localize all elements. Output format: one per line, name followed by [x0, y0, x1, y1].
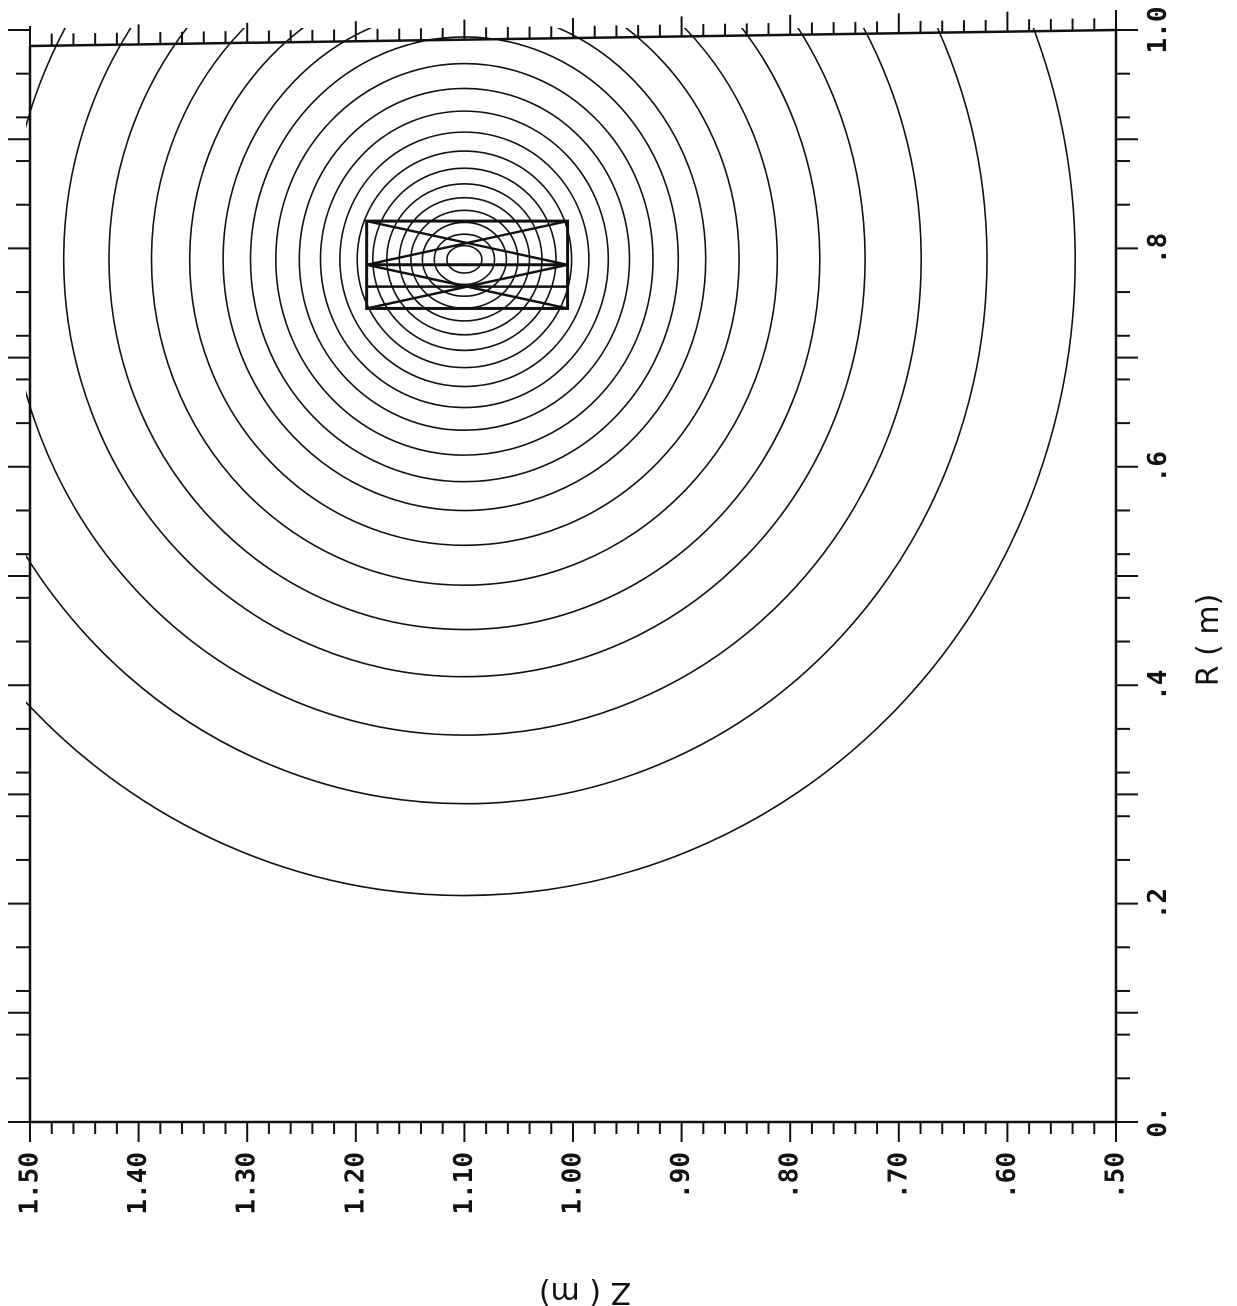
- coil-segment-2: [366, 219, 568, 266]
- z-tick-label: .60: [992, 1152, 1022, 1199]
- contour-line-14: [356, 150, 573, 369]
- contour-line-10: [274, 62, 654, 456]
- coil-cross-section: [365, 219, 570, 310]
- z-axis-label: Z ( m): [539, 1275, 631, 1306]
- r-tick-label: .6: [1143, 451, 1173, 482]
- contour-line-11: [298, 87, 631, 432]
- contour-line-6: [150, 28, 779, 586]
- r-axis-ticks: 0. .2 .4 .6 .8 1.0: [8, 7, 1173, 1138]
- z-tick-label: .90: [666, 1152, 696, 1199]
- r-tick-label: .2: [1143, 888, 1173, 919]
- contour-line-5: [108, 28, 821, 631]
- contour-line-12: [319, 110, 610, 409]
- z-tick-label: 1.30: [232, 1152, 262, 1215]
- r-tick-label: .4: [1143, 670, 1173, 701]
- r-tick-label: 0.: [1143, 1106, 1173, 1137]
- z-tick-label: .50: [1101, 1152, 1131, 1199]
- contour-line-21: [446, 244, 483, 274]
- contour-line-17: [398, 196, 531, 322]
- z-tick-label: .70: [883, 1152, 913, 1199]
- r-tick-label: .8: [1143, 233, 1173, 264]
- z-tick-label: 1.50: [15, 1152, 45, 1215]
- contour-line-15: [371, 167, 557, 352]
- r-axis-label: R ( m): [1191, 594, 1226, 687]
- z-tick-label: .80: [775, 1152, 805, 1199]
- plot-frame: [28, 28, 1118, 1124]
- contour-line-1: [26, 28, 1076, 897]
- contour-line-13: [339, 131, 590, 388]
- z-tick-label: 1.40: [123, 1152, 153, 1215]
- contour-line-20: [433, 233, 496, 286]
- contour-line-4: [63, 28, 866, 678]
- contour-line-7: [188, 28, 740, 547]
- z-tick-label: 1.20: [340, 1152, 370, 1215]
- contour-line-3: [26, 28, 922, 736]
- r-tick-label: 1.0: [1143, 7, 1173, 54]
- contour-line-2: [26, 28, 988, 805]
- z-tick-label: 1.00: [558, 1152, 588, 1215]
- contour-line-9: [249, 36, 680, 483]
- contour-line-16: [385, 183, 543, 336]
- contour-line-8: [222, 28, 707, 512]
- z-axis-ticks: 1.50 1.40 1.30 1.20 1.10 1.00 .90 .80 .70 .60 .50: [15, 10, 1131, 1215]
- flux-contour-lines: [26, 28, 1076, 897]
- z-tick-label: 1.10: [449, 1152, 479, 1215]
